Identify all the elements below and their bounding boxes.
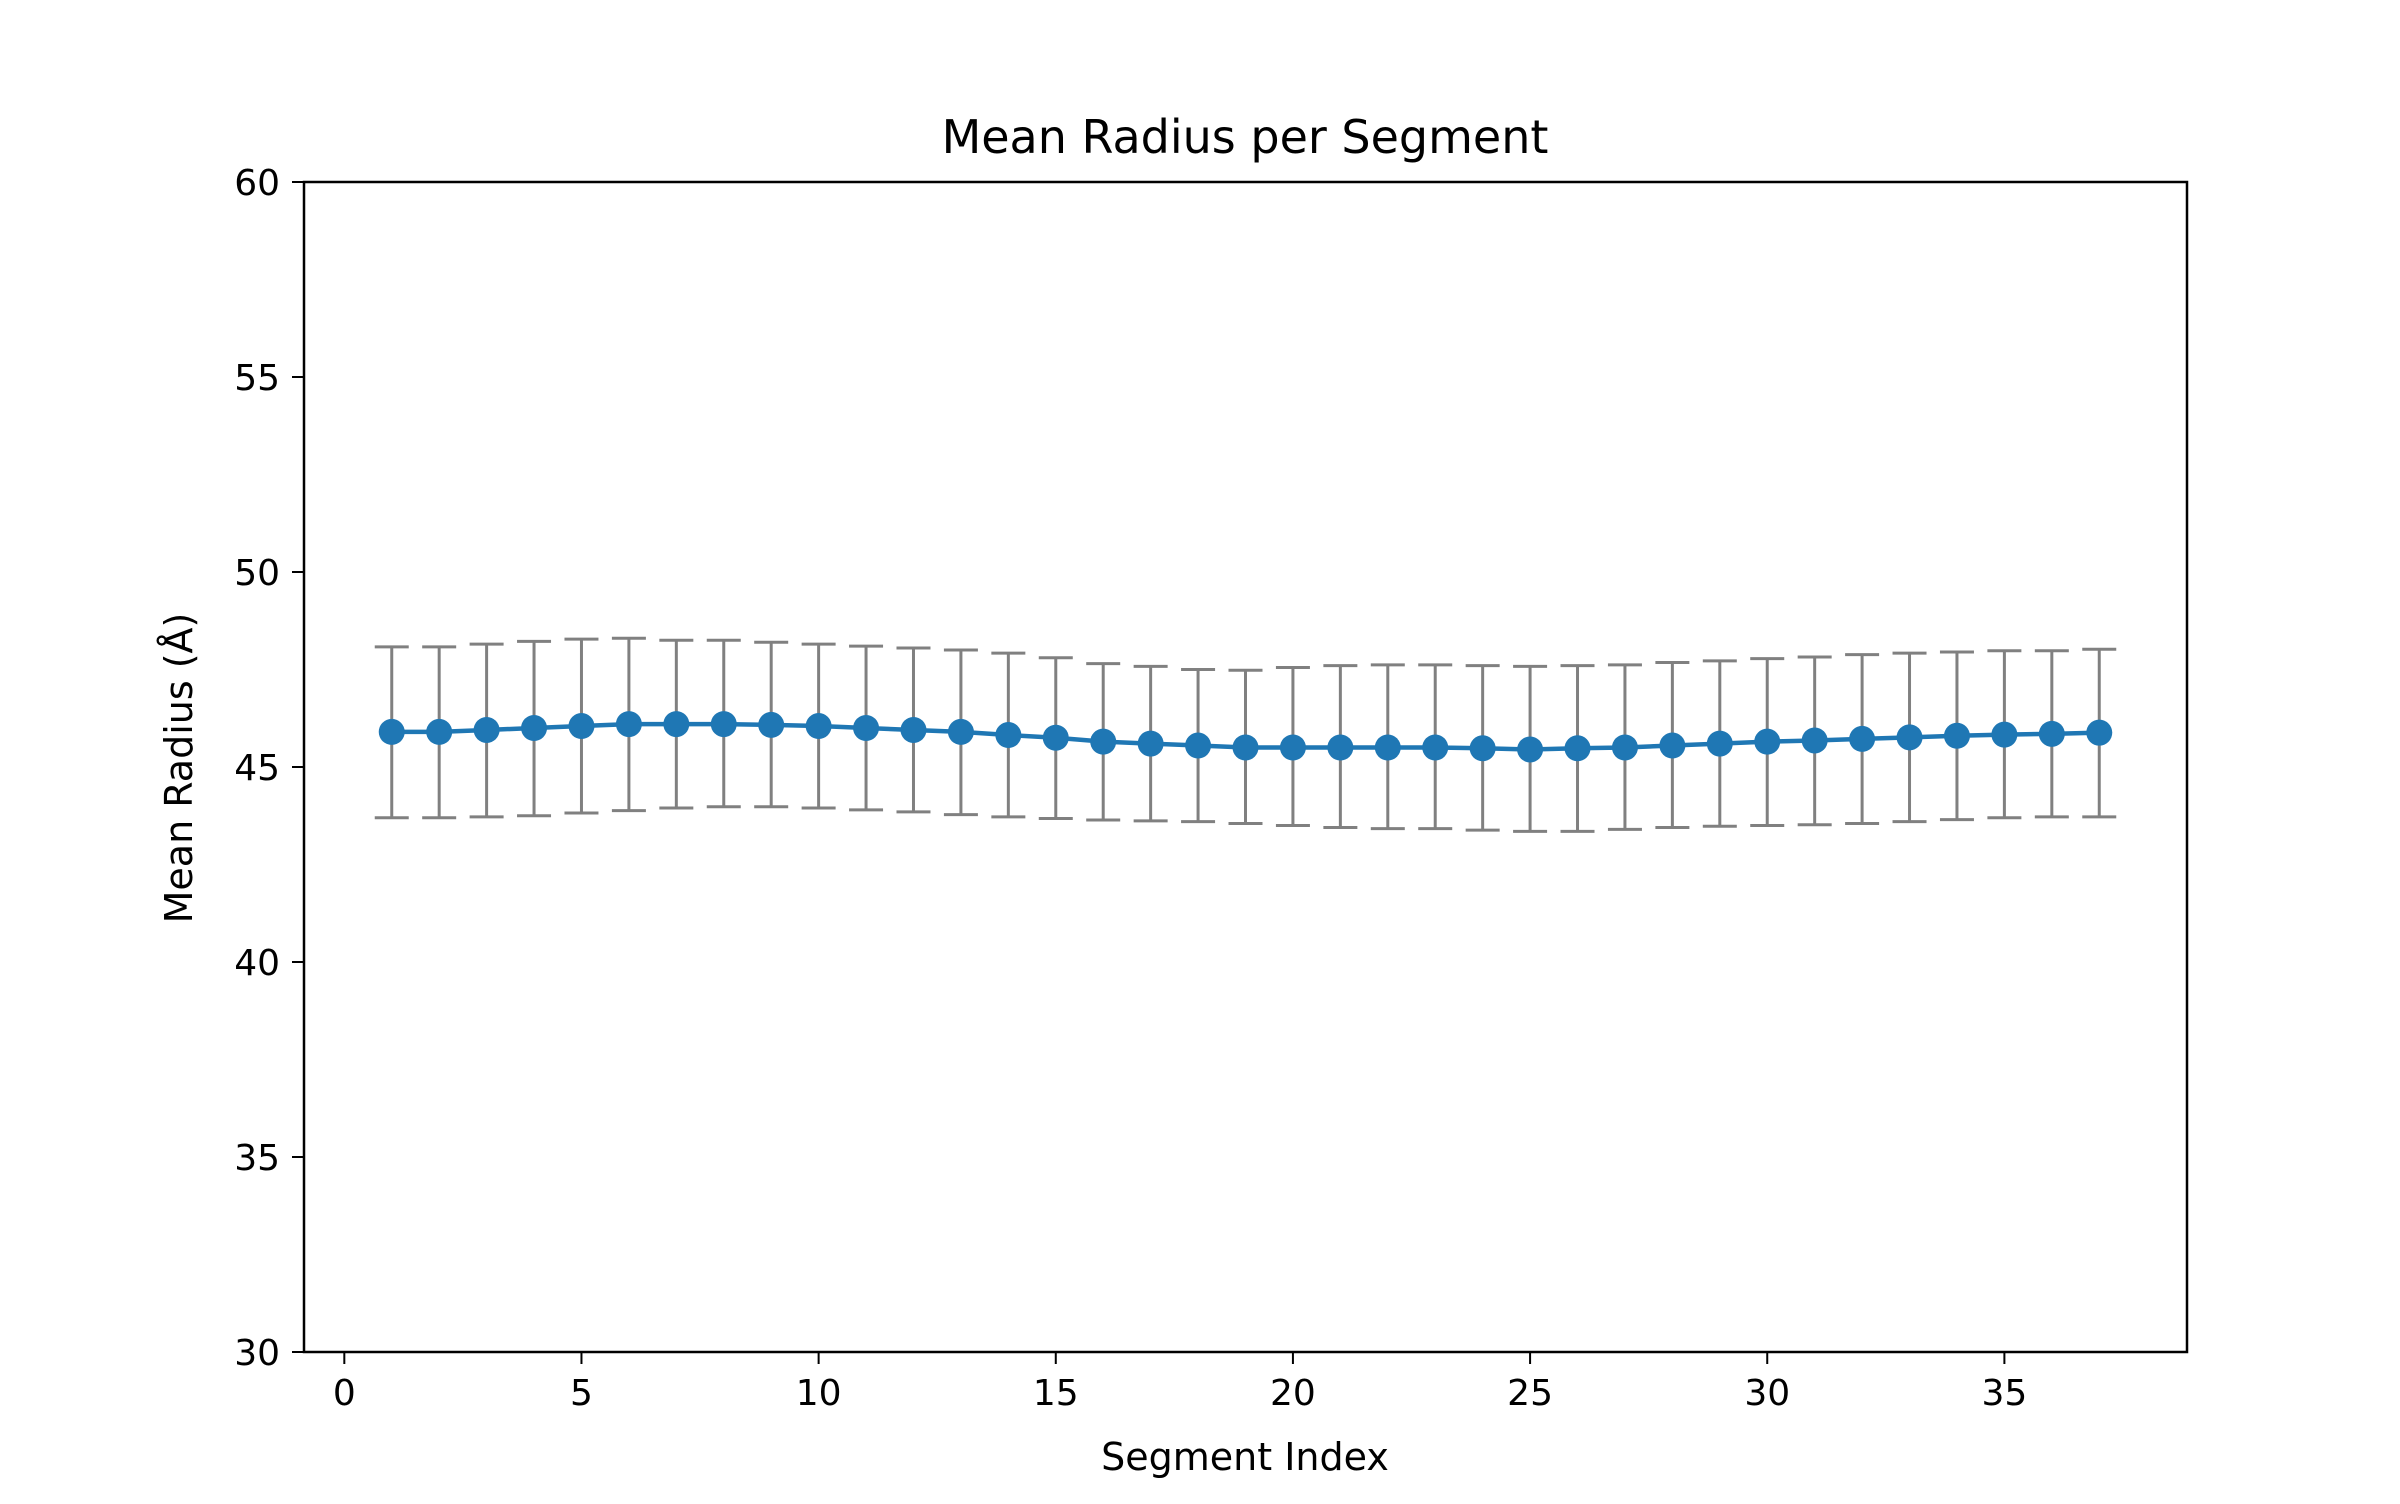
data-point	[1137, 730, 1164, 757]
x-tick-label: 10	[796, 1373, 842, 1414]
data-point	[1611, 734, 1638, 761]
data-point	[473, 716, 500, 743]
data-point	[1564, 735, 1591, 762]
data-point	[1232, 734, 1259, 761]
plot-area: 0 5 10 15 20 25 30 35 30 35 40 45 50 55 60	[234, 163, 2189, 1414]
y-tick-label: 55	[234, 358, 280, 399]
plot-frame	[302, 180, 2189, 1354]
x-tick-label: 25	[1507, 1373, 1553, 1414]
data-point	[1896, 724, 1923, 751]
x-tick-label: 35	[1981, 1373, 2027, 1414]
data-point	[1374, 734, 1401, 761]
chart-title: Mean Radius per Segment	[942, 110, 1549, 164]
data-point	[1090, 728, 1117, 755]
data-point	[426, 718, 453, 745]
data-point	[1185, 732, 1212, 759]
data-point	[1659, 732, 1686, 759]
y-tick-label: 45	[234, 748, 280, 789]
data-point	[1517, 736, 1544, 763]
data-point	[1422, 734, 1449, 761]
data-point	[1042, 724, 1069, 751]
data-point	[1279, 734, 1306, 761]
data-point	[2086, 719, 2113, 746]
y-tick-label: 40	[234, 943, 280, 984]
data-point	[1801, 727, 1828, 754]
data-point	[1943, 722, 1970, 749]
data-point	[947, 718, 974, 745]
data-point	[568, 713, 595, 740]
x-tick-label: 0	[333, 1373, 356, 1414]
data-point	[521, 715, 548, 741]
data-point	[1754, 728, 1781, 755]
data-point	[1469, 735, 1496, 762]
data-point	[663, 711, 690, 738]
data-point	[900, 716, 927, 743]
data-point	[378, 718, 405, 745]
data-point	[995, 722, 1022, 749]
data-point	[1706, 730, 1733, 757]
x-tick-label: 20	[1270, 1373, 1316, 1414]
data-point	[758, 711, 785, 738]
data-point	[805, 713, 832, 740]
data-point	[1327, 734, 1354, 761]
data-point	[2038, 720, 2065, 747]
data-point	[853, 715, 880, 741]
x-tick-label: 15	[1033, 1373, 1079, 1414]
data-point	[615, 711, 642, 738]
data-point	[710, 711, 737, 738]
y-tick-label: 35	[234, 1138, 280, 1179]
y-axis-label: Mean Radius (Å)	[157, 613, 201, 924]
x-tick-label: 30	[1744, 1373, 1790, 1414]
x-tick-label: 5	[570, 1373, 593, 1414]
data-point	[1849, 725, 1876, 752]
y-tick-label: 50	[234, 553, 280, 594]
x-axis-label: Segment Index	[1101, 1435, 1389, 1479]
y-tick-label: 60	[234, 163, 280, 204]
y-tick-label: 30	[234, 1333, 280, 1374]
data-point	[1991, 721, 2018, 748]
